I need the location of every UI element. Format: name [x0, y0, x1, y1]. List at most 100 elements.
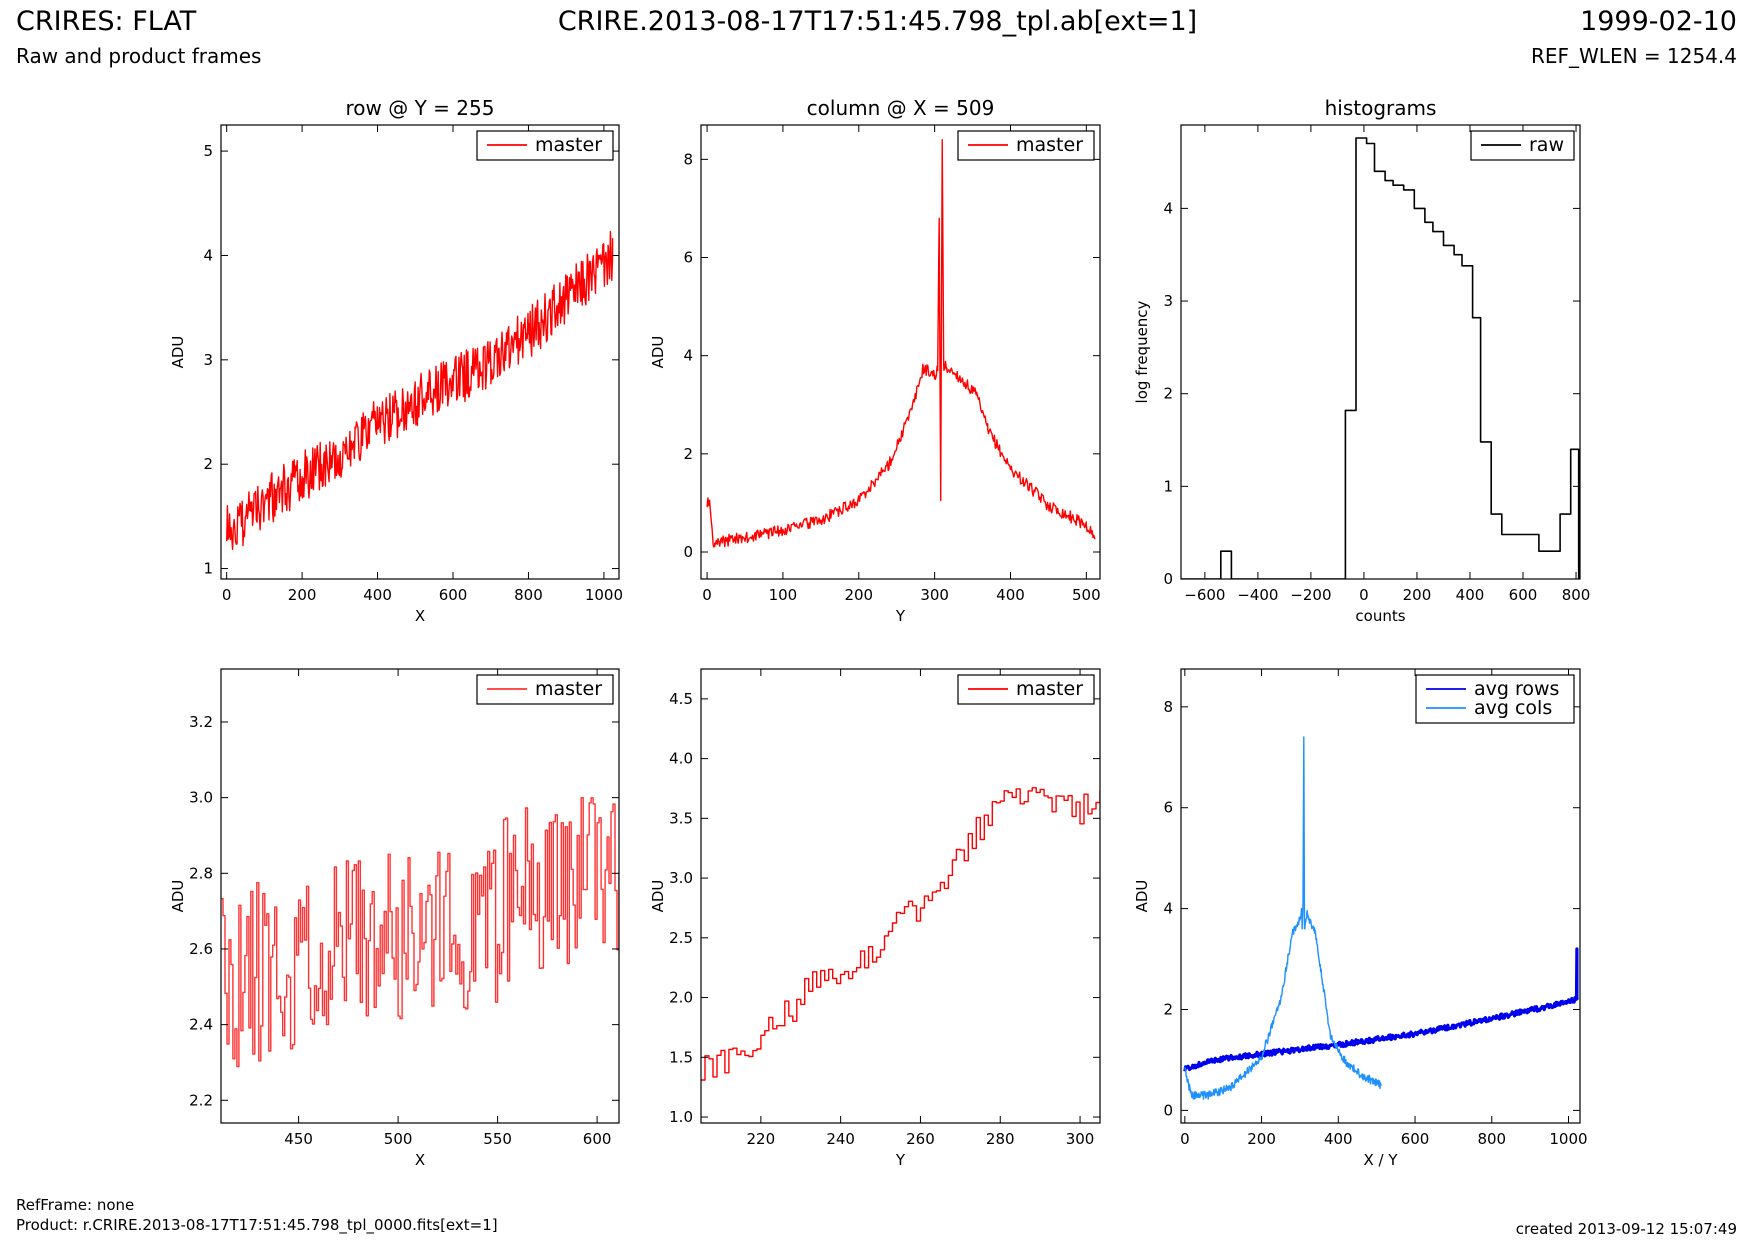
x-tick-label: 0	[1180, 1130, 1190, 1148]
series-line-master	[221, 797, 619, 1068]
x-axis-label: X	[415, 1151, 425, 1169]
y-tick-label: 8	[1163, 698, 1173, 716]
y-tick-label: 3.5	[669, 809, 693, 827]
series-line-master	[226, 230, 614, 550]
y-axis-label: log frequency	[1133, 300, 1151, 403]
y-tick-label: 4	[683, 347, 693, 365]
y-tick-label: 3.0	[189, 789, 213, 807]
axes-frame	[1180, 668, 1581, 1124]
y-tick-label: 1.0	[669, 1108, 693, 1126]
y-tick-label: 0	[1163, 570, 1173, 588]
legend-label: avg rows	[1474, 678, 1559, 700]
legend-label: master	[535, 134, 602, 156]
x-axis-label: X / Y	[1363, 1151, 1398, 1169]
x-tick-label: 220	[747, 1130, 776, 1148]
y-tick-label: 8	[683, 150, 693, 168]
x-tick-label: 400	[996, 586, 1025, 604]
x-tick-label: 200	[1247, 1130, 1276, 1148]
x-tick-label: 600	[583, 1130, 612, 1148]
series-line-master	[701, 787, 1100, 1081]
legend: raw	[1470, 130, 1575, 161]
chart-title: histograms	[1325, 96, 1437, 120]
y-tick-label: 1	[1163, 477, 1173, 495]
y-tick-label: 2.6	[189, 940, 213, 958]
chart-panel-4: 450 500 550 600 2.2 2.4 2.6 2.8 3.0 3.2 X ADU master	[169, 668, 620, 1169]
legend-label: master	[1016, 134, 1083, 156]
x-tick-label: 0	[222, 586, 232, 604]
chart-panel-2: 0 100 200 300 400 500 0 2 4 6 8 column @ X = 509 Y AD…	[649, 96, 1101, 625]
legend: master	[957, 130, 1095, 161]
y-tick-label: 3	[1163, 292, 1173, 310]
y-axis-label: ADU	[169, 336, 187, 369]
y-tick-label: 2.5	[669, 929, 693, 947]
y-tick-label: 2.8	[189, 864, 213, 882]
y-axis-label: ADU	[649, 336, 667, 369]
x-tick-label: 260	[906, 1130, 935, 1148]
legend: master	[476, 130, 614, 161]
y-tick-label: 4	[203, 246, 213, 264]
x-axis-label: Y	[895, 1151, 906, 1169]
series-line-avg-cols	[1184, 736, 1382, 1100]
y-tick-label: 0	[683, 543, 693, 561]
y-tick-label: 1.5	[669, 1048, 693, 1066]
x-tick-label: 600	[1509, 586, 1538, 604]
legend-label: master	[535, 678, 602, 700]
x-tick-label: 800	[514, 586, 543, 604]
report-subtitle: Raw and product frames	[16, 44, 262, 68]
chart-panel-5: 220 240 260 280 300 1.0 1.5 2.0 2.5 3.0 3.5 4.0 4.5 Y…	[649, 668, 1101, 1169]
y-tick-label: 3.0	[669, 869, 693, 887]
legend: master	[476, 674, 614, 705]
y-axis-label: ADU	[649, 880, 667, 913]
series-line-avg-rows	[1183, 947, 1579, 1072]
file-name: CRIRE.2013-08-17T17:51:45.798_tpl.ab[ext…	[557, 6, 1198, 37]
x-tick-label: 100	[769, 586, 798, 604]
observation-date: 1999-02-10	[1580, 6, 1737, 37]
x-tick-label: 600	[439, 586, 468, 604]
product-label: Product: r.CRIRE.2013-08-17T17:51:45.798…	[16, 1216, 498, 1234]
x-tick-label: 1000	[1549, 1130, 1587, 1148]
report-title: CRIRES: FLAT	[16, 6, 197, 37]
series-line-master	[706, 139, 1096, 548]
y-tick-label: 2.0	[669, 989, 693, 1007]
y-tick-label: 2	[203, 455, 213, 473]
x-tick-label: 280	[986, 1130, 1015, 1148]
y-tick-label: 4.0	[669, 750, 693, 768]
y-tick-label: 4.5	[669, 690, 693, 708]
axes-frame	[220, 124, 620, 580]
chart-title: column @ X = 509	[807, 96, 995, 120]
x-axis-label: counts	[1355, 607, 1405, 625]
y-tick-label: 5	[203, 142, 213, 160]
x-axis-label: X	[415, 607, 425, 625]
axes-frame	[1180, 124, 1581, 580]
y-tick-label: 4	[1163, 900, 1173, 918]
y-axis-label: ADU	[169, 880, 187, 913]
legend: master	[957, 674, 1095, 705]
y-tick-label: 2	[1163, 385, 1173, 403]
created-label: created 2013-09-12 15:07:49	[1515, 1220, 1737, 1238]
x-tick-label: 200	[288, 586, 317, 604]
x-tick-label: 0	[702, 586, 712, 604]
x-tick-label: 300	[1066, 1130, 1095, 1148]
axes-frame	[700, 668, 1101, 1124]
y-tick-label: 4	[1163, 199, 1173, 217]
x-tick-label: 1000	[585, 586, 623, 604]
series-line-raw	[1181, 137, 1580, 579]
x-tick-label: −400	[1237, 586, 1278, 604]
y-tick-label: 3.2	[189, 713, 213, 731]
x-tick-label: 200	[1403, 586, 1432, 604]
x-tick-label: 500	[1072, 586, 1101, 604]
y-tick-label: 2.4	[189, 1016, 213, 1034]
x-tick-label: 400	[1324, 1130, 1353, 1148]
x-tick-label: 200	[844, 586, 873, 604]
x-tick-label: 400	[363, 586, 392, 604]
y-tick-label: 0	[1163, 1101, 1173, 1119]
x-tick-label: −200	[1290, 586, 1331, 604]
x-tick-label: 550	[483, 1130, 512, 1148]
y-tick-label: 2.2	[189, 1091, 213, 1109]
x-tick-label: 450	[284, 1130, 313, 1148]
y-axis-label: ADU	[1133, 880, 1151, 913]
axes-frame	[220, 668, 620, 1124]
x-tick-label: 400	[1456, 586, 1485, 604]
x-tick-label: 240	[826, 1130, 855, 1148]
chart-panel-6: 0 200 400 600 800 1000 0 2 4 6 8 X / Y ADU avg rowsav…	[1133, 668, 1588, 1169]
